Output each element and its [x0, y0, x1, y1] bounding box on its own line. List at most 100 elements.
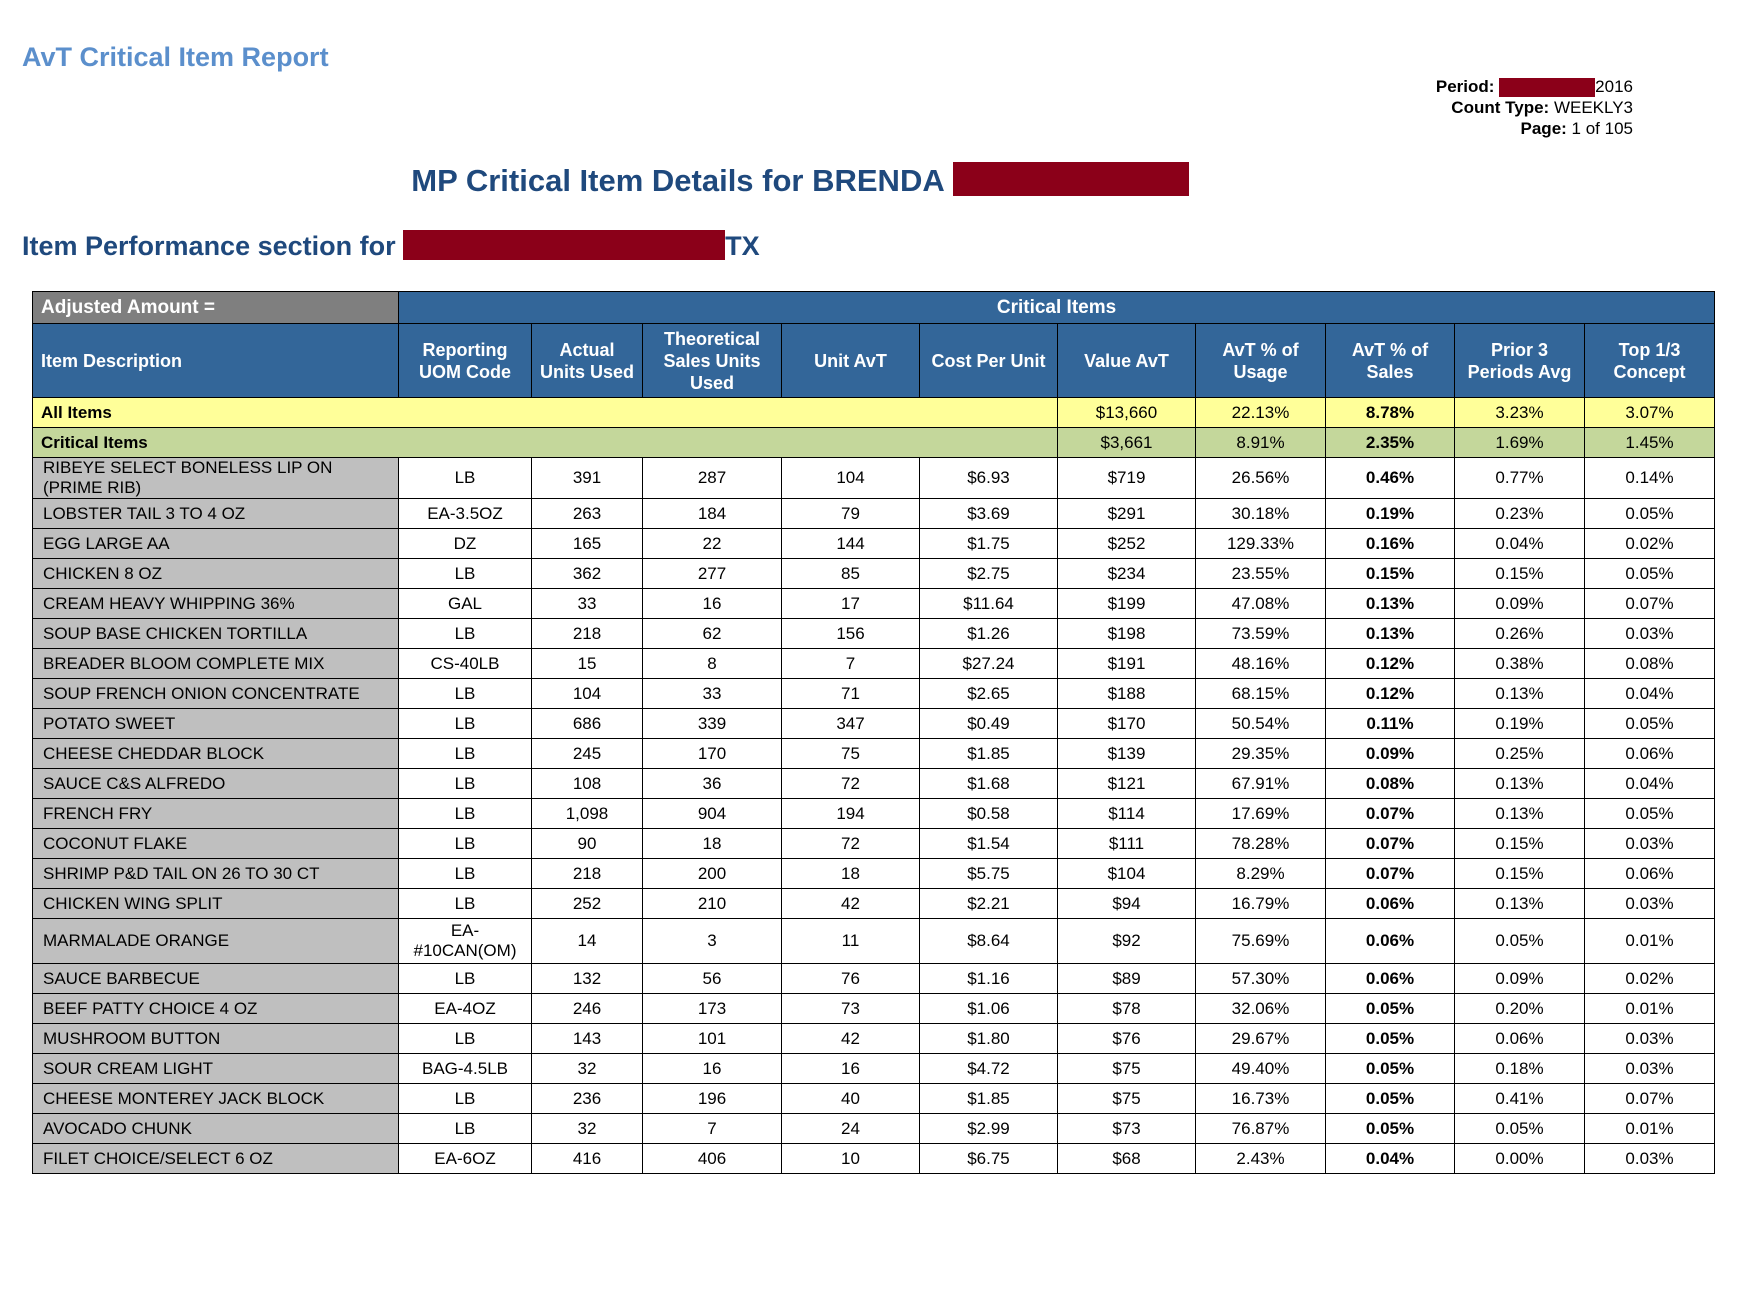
item-description-cell: LOBSTER TAIL 3 TO 4 OZ: [32, 498, 399, 529]
cost-per-unit-cell: $1.75: [919, 528, 1058, 559]
main-title: MP Critical Item Details for BRENDA: [0, 162, 1600, 199]
critical-items-label: Critical Items: [32, 427, 1058, 458]
avt-pct-sales-cell: 0.46%: [1325, 457, 1455, 499]
uom-code-cell: LB: [398, 828, 532, 859]
actual-units-cell: 90: [531, 828, 643, 859]
uom-code-cell: LB: [398, 963, 532, 994]
unit-avt-cell: 144: [781, 528, 920, 559]
page-line: Page: 1 of 105: [1436, 118, 1633, 139]
report-title: AvT Critical Item Report: [22, 42, 329, 72]
prior-3-periods-cell: 0.13%: [1454, 888, 1585, 919]
page-value: 1 of 105: [1571, 119, 1633, 139]
cost-per-unit-cell: $1.06: [919, 993, 1058, 1024]
period-line: Period: 2016: [1436, 76, 1633, 98]
actual-units-cell: 391: [531, 457, 643, 499]
item-description-cell: MARMALADE ORANGE: [32, 918, 399, 964]
item-description-cell: CREAM HEAVY WHIPPING 36%: [32, 588, 399, 619]
avt-pct-usage-cell: 47.08%: [1195, 588, 1326, 619]
section-title-suffix: TX: [725, 231, 760, 261]
actual-units-cell: 32: [531, 1113, 643, 1144]
prior-3-periods-cell: 0.15%: [1454, 558, 1585, 589]
cost-per-unit-cell: $0.58: [919, 798, 1058, 829]
top-third-concept-cell: 0.02%: [1583, 528, 1716, 559]
value-avt-cell: $170: [1057, 708, 1196, 739]
theoretical-units-cell: 33: [642, 678, 782, 709]
critical-items-value-avt: $3,661: [1057, 427, 1196, 458]
avt-pct-sales-cell: 0.05%: [1325, 1113, 1455, 1144]
critical-items-prior3: 1.69%: [1454, 427, 1585, 458]
cost-per-unit-cell: $1.80: [919, 1023, 1058, 1054]
avt-pct-usage-cell: 78.28%: [1195, 828, 1326, 859]
actual-units-cell: 143: [531, 1023, 643, 1054]
theoretical-units-cell: 210: [642, 888, 782, 919]
table-row: SOUR CREAM LIGHT BAG-4.5LB 32 16 16 $4.72 $75 4…: [32, 1053, 1716, 1084]
unit-avt-cell: 42: [781, 888, 920, 919]
avt-pct-usage-cell: 26.56%: [1195, 457, 1326, 499]
critical-items-pct-sales: 2.35%: [1325, 427, 1455, 458]
cost-per-unit-cell: $11.64: [919, 588, 1058, 619]
uom-code-cell: LB: [398, 888, 532, 919]
prior-3-periods-cell: 0.00%: [1454, 1143, 1585, 1174]
prior-3-periods-cell: 0.09%: [1454, 963, 1585, 994]
header-row-group: Adjusted Amount = Critical Items: [32, 291, 1716, 324]
avt-pct-usage-cell: 17.69%: [1195, 798, 1326, 829]
table-row: CHEESE MONTEREY JACK BLOCK LB 236 196 40 $1.8…: [32, 1083, 1716, 1114]
avt-pct-usage-cell: 68.15%: [1195, 678, 1326, 709]
item-description-cell: SOUP BASE CHICKEN TORTILLA: [32, 618, 399, 649]
page-label: Page:: [1520, 119, 1567, 139]
period-redaction: [1499, 78, 1596, 98]
prior-3-periods-cell: 0.13%: [1454, 798, 1585, 829]
actual-units-cell: 252: [531, 888, 643, 919]
item-description-cell: COCONUT FLAKE: [32, 828, 399, 859]
unit-avt-cell: 17: [781, 588, 920, 619]
actual-units-cell: 416: [531, 1143, 643, 1174]
table-row: BREADER BLOOM COMPLETE MIX CS-40LB 15 8 7 $27…: [32, 648, 1716, 679]
uom-code-cell: BAG-4.5LB: [398, 1053, 532, 1084]
avt-pct-sales-cell: 0.05%: [1325, 1023, 1455, 1054]
top-third-concept-cell: 0.03%: [1583, 888, 1716, 919]
col-value-avt: Value AvT: [1057, 323, 1196, 398]
unit-avt-cell: 24: [781, 1113, 920, 1144]
cost-per-unit-cell: $0.49: [919, 708, 1058, 739]
critical-items-top-third: 1.45%: [1583, 427, 1716, 458]
col-item-description: Item Description: [32, 323, 399, 398]
avt-pct-usage-cell: 8.29%: [1195, 858, 1326, 889]
theoretical-units-cell: 277: [642, 558, 782, 589]
theoretical-units-cell: 8: [642, 648, 782, 679]
avt-pct-usage-cell: 29.35%: [1195, 738, 1326, 769]
uom-code-cell: LB: [398, 558, 532, 589]
table-row: MARMALADE ORANGE EA-#10CAN(OM) 14 3 11 $8.64 $…: [32, 918, 1716, 964]
item-description-cell: CHICKEN 8 OZ: [32, 558, 399, 589]
theoretical-units-cell: 16: [642, 588, 782, 619]
uom-code-cell: LB: [398, 678, 532, 709]
avt-pct-usage-cell: 73.59%: [1195, 618, 1326, 649]
uom-code-cell: EA-3.5OZ: [398, 498, 532, 529]
avt-pct-sales-cell: 0.07%: [1325, 798, 1455, 829]
prior-3-periods-cell: 0.09%: [1454, 588, 1585, 619]
uom-code-cell: LB: [398, 1023, 532, 1054]
value-avt-cell: $121: [1057, 768, 1196, 799]
item-description-cell: SOUP FRENCH ONION CONCENTRATE: [32, 678, 399, 709]
theoretical-units-cell: 3: [642, 918, 782, 964]
table-row: CHEESE CHEDDAR BLOCK LB 245 170 75 $1.85 $139 2…: [32, 738, 1716, 769]
theoretical-units-cell: 339: [642, 708, 782, 739]
actual-units-cell: 108: [531, 768, 643, 799]
unit-avt-cell: 104: [781, 457, 920, 499]
table-row: EGG LARGE AA DZ 165 22 144 $1.75 $252 129.33% 0.…: [32, 528, 1716, 559]
uom-code-cell: GAL: [398, 588, 532, 619]
theoretical-units-cell: 904: [642, 798, 782, 829]
critical-items-pct-usage: 8.91%: [1195, 427, 1326, 458]
unit-avt-cell: 16: [781, 1053, 920, 1084]
theoretical-units-cell: 22: [642, 528, 782, 559]
all-items-row: All Items $13,660 22.13% 8.78% 3.23% 3.0…: [32, 397, 1716, 428]
uom-code-cell: EA-#10CAN(OM): [398, 918, 532, 964]
prior-3-periods-cell: 0.13%: [1454, 768, 1585, 799]
value-avt-cell: $73: [1057, 1113, 1196, 1144]
avt-pct-sales-cell: 0.12%: [1325, 678, 1455, 709]
top-third-concept-cell: 0.07%: [1583, 1083, 1716, 1114]
avt-pct-usage-cell: 67.91%: [1195, 768, 1326, 799]
table-row: COCONUT FLAKE LB 90 18 72 $1.54 $111 78.28% 0.07…: [32, 828, 1716, 859]
critical-items-row: Critical Items $3,661 8.91% 2.35% 1.69% …: [32, 427, 1716, 458]
top-third-concept-cell: 0.02%: [1583, 963, 1716, 994]
unit-avt-cell: 79: [781, 498, 920, 529]
